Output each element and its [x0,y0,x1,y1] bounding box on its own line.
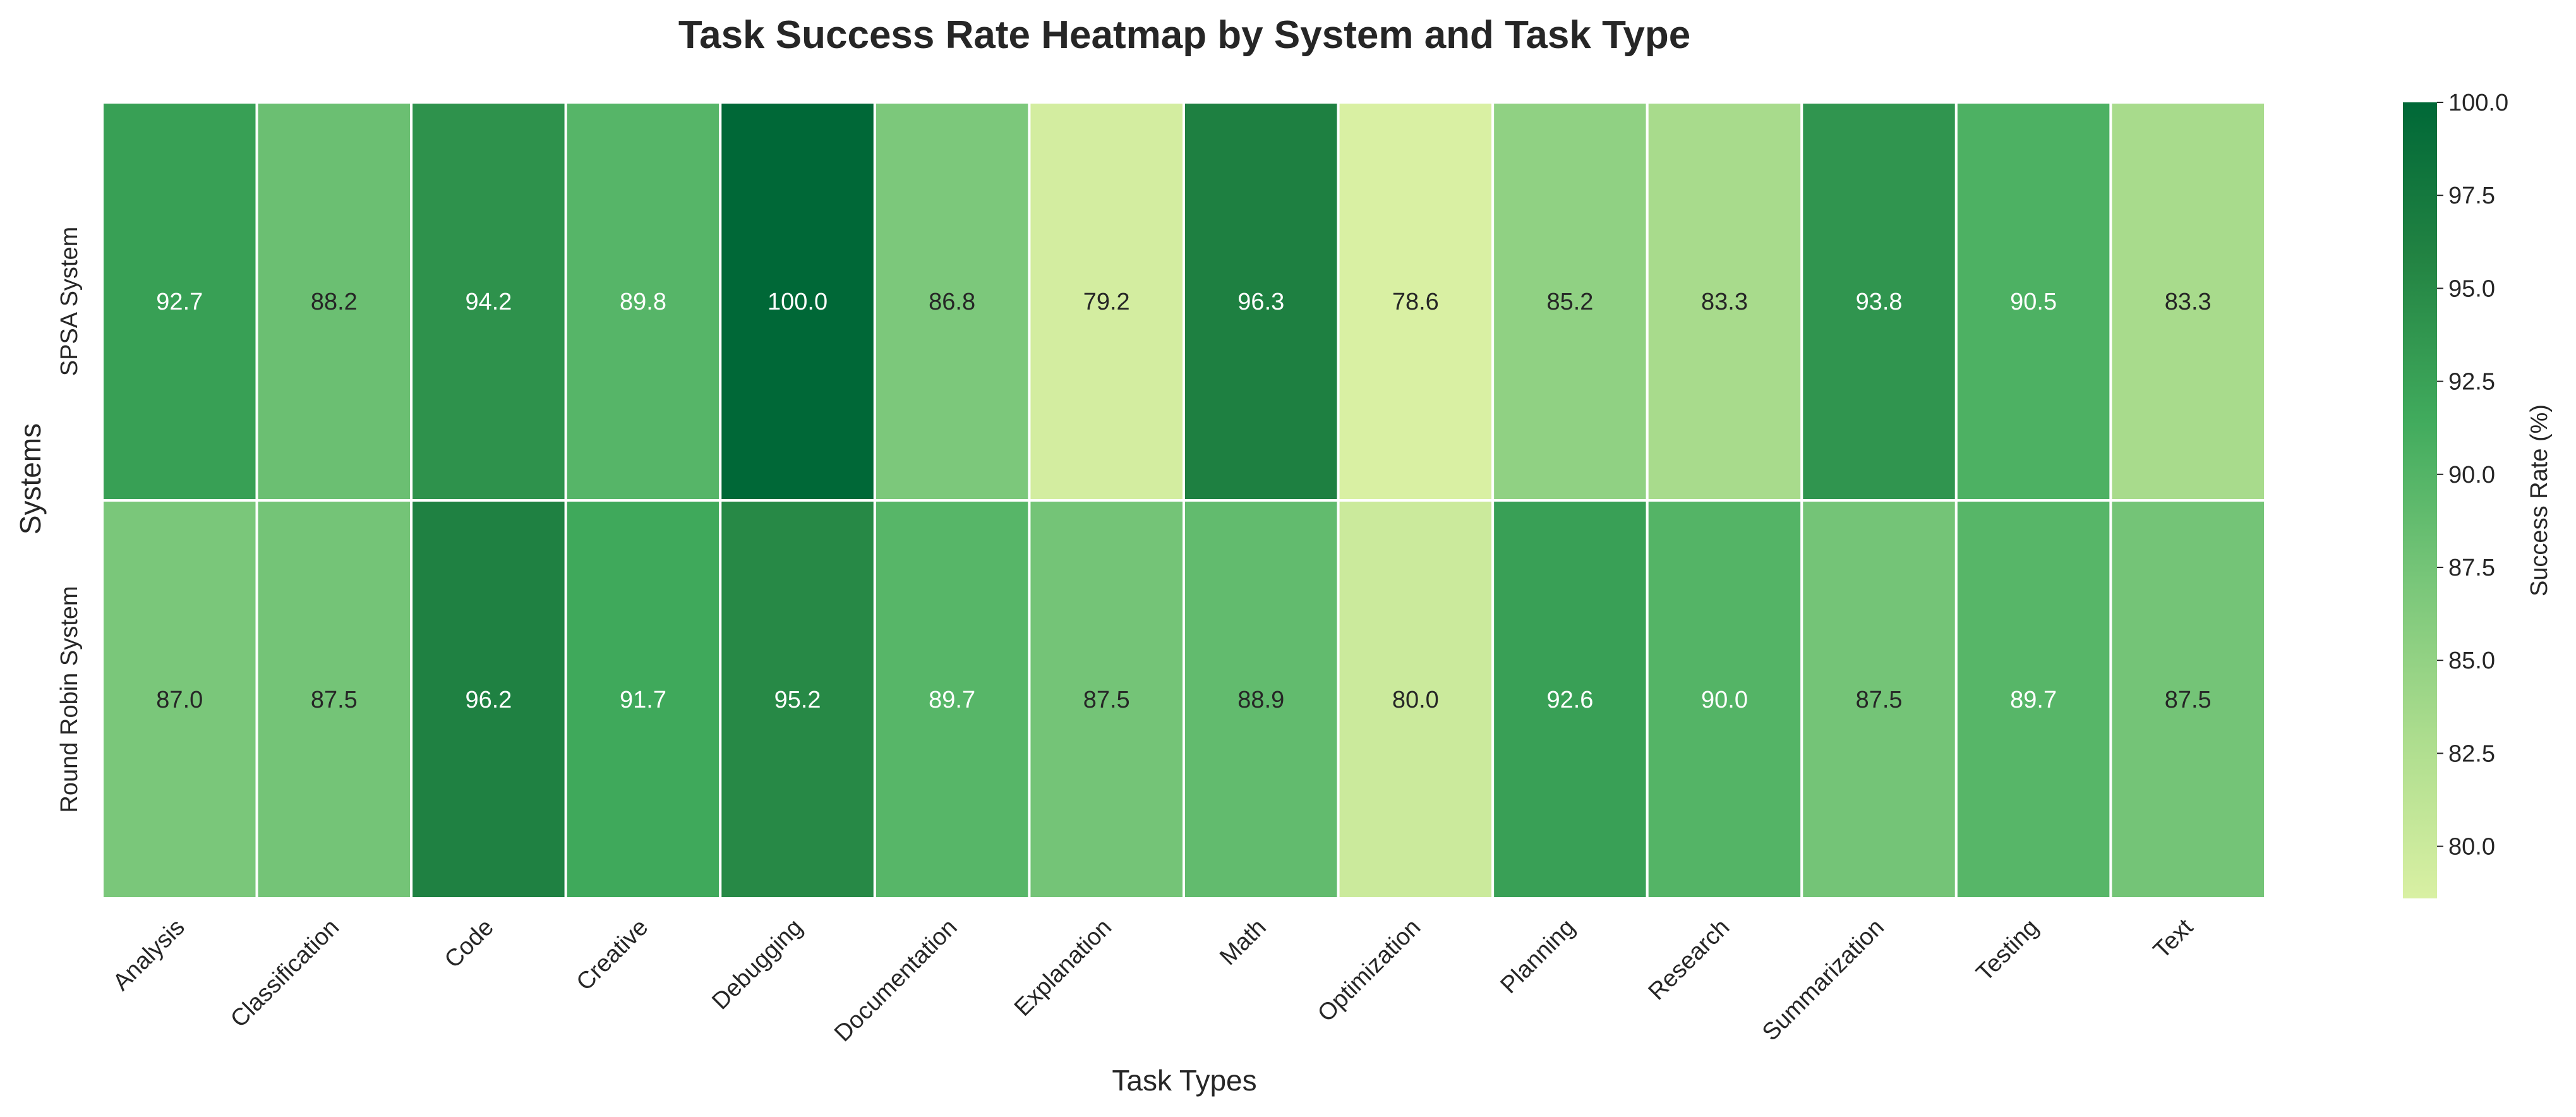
cell-value-label: 89.7 [2010,687,2057,713]
cell-value-label: 80.0 [1392,687,1439,713]
heatmap-cells [101,101,2266,900]
cell-value-label: 79.2 [1083,289,1130,315]
cell-value-label: 88.2 [311,289,358,315]
heatmap-cell [255,499,413,900]
colorbar-tick-label: 97.5 [2448,183,2495,209]
cell-value-label: 92.6 [1546,687,1593,713]
colorbar-tick-label: 87.5 [2448,555,2495,581]
cell-value-label: 96.3 [1237,289,1284,315]
heatmap-cell [873,499,1031,900]
cell-value-label: 86.8 [929,289,975,315]
x-tick-label: Code [440,914,499,974]
cell-value-label: 100.0 [767,289,828,315]
x-tick-label: Classification [226,914,344,1033]
y-tick-label: Round Robin System [56,586,83,812]
heatmap-cell [1954,499,2112,900]
y-axis-label: Systems [14,423,47,534]
x-tick-label: Explanation [1009,914,1117,1022]
x-tick-label: Optimization [1313,914,1426,1027]
cell-value-label: 90.0 [1701,687,1748,713]
colorbar-tick-label: 85.0 [2448,648,2495,674]
cell-value-label: 87.5 [1083,687,1130,713]
x-tick-label: Math [1215,914,1271,970]
x-tick-label: Planning [1496,914,1580,999]
colorbar-tick-label: 92.5 [2448,369,2495,395]
colorbar-tick-label: 100.0 [2448,90,2508,116]
cell-value-label: 87.5 [1856,687,1903,713]
heatmap-cell [1028,499,1186,900]
heatmap-cell [1800,101,1958,502]
cell-value-label: 88.9 [1237,687,1284,713]
heatmap-cell [101,101,258,502]
y-axis-tick-labels: SPSA System Round Robin System [56,227,83,813]
heatmap-cell [410,499,567,900]
heatmap-cell [410,101,567,502]
colorbar-tick-label: 80.0 [2448,834,2495,860]
heatmap-cell [1954,101,2112,502]
x-tick-label: Summarization [1757,914,1889,1046]
heatmap-cell [1646,499,1803,900]
x-tick-label: Analysis [108,914,190,996]
cell-value-label: 94.2 [465,289,512,315]
cell-value-label: 87.5 [311,687,358,713]
cell-value-label: 92.7 [156,289,203,315]
x-tick-label: Creative [572,914,654,996]
y-tick-label: SPSA System [56,227,83,377]
x-tick-label: Testing [1971,914,2044,987]
colorbar-tick-label: 90.0 [2448,462,2495,488]
heatmap-cell [1183,499,1340,900]
heatmap-cell [719,101,876,502]
heatmap-cell [719,499,876,900]
cell-value-label: 96.2 [465,687,512,713]
heatmap-cell [1337,499,1495,900]
colorbar [2403,102,2437,898]
cell-value-label: 95.2 [774,687,821,713]
colorbar-tick-labels: 80.0 82.5 85.0 87.5 90.0 92.5 95.0 97.5 100.0 [2437,90,2508,860]
heatmap-cell [1491,101,1649,502]
heatmap-cell-labels: 92.7 88.2 94.2 89.8 100.0 86.8 79.2 96.3 78.6 85.… [156,289,2211,713]
cell-value-label: 78.6 [1392,289,1439,315]
x-axis-label: Task Types [1112,1064,1256,1097]
cell-value-label: 89.8 [620,289,666,315]
x-tick-label: Text [2148,914,2198,963]
heatmap-cell [101,499,258,900]
cell-value-label: 83.3 [1701,289,1748,315]
x-axis-tick-labels: Analysis Classification Code Creative Debugg… [108,914,2198,1047]
heatmap-cell [564,101,722,502]
colorbar-label: Success Rate (%) [2526,404,2553,596]
x-tick-label: Research [1644,914,1735,1006]
cell-value-label: 87.0 [156,687,203,713]
heatmap-cell [564,499,722,900]
heatmap-cell [1183,101,1340,502]
colorbar-tick-label: 95.0 [2448,275,2495,302]
colorbar-tick-label: 82.5 [2448,740,2495,767]
cell-value-label: 83.3 [2165,289,2212,315]
cell-value-label: 93.8 [1856,289,1903,315]
cell-value-label: 85.2 [1546,289,1593,315]
x-tick-label: Debugging [707,914,808,1015]
heatmap-cell [2109,499,2266,900]
cell-value-label: 89.7 [929,687,975,713]
heatmap-cell [255,101,413,502]
x-tick-label: Documentation [829,914,962,1047]
cell-value-label: 90.5 [2010,289,2057,315]
cell-value-label: 87.5 [2165,687,2212,713]
heatmap-cell [2109,101,2266,502]
heatmap-cell [873,101,1031,502]
cell-value-label: 91.7 [620,687,666,713]
chart-title: Task Success Rate Heatmap by System and … [678,13,1690,57]
